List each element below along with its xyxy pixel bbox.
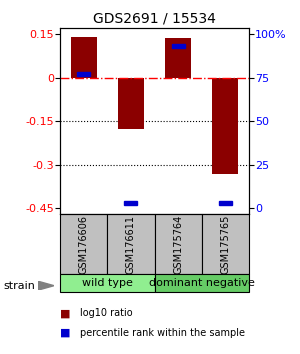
Bar <box>172 44 185 48</box>
Text: GSM176611: GSM176611 <box>126 215 136 274</box>
Text: GSM175764: GSM175764 <box>173 215 183 274</box>
Bar <box>212 78 238 173</box>
Bar <box>60 274 154 292</box>
Polygon shape <box>38 281 54 290</box>
Bar <box>219 201 232 205</box>
Bar <box>124 201 137 205</box>
Bar <box>202 214 249 274</box>
Text: dominant negative: dominant negative <box>149 278 255 288</box>
Text: GSM176606: GSM176606 <box>79 215 88 274</box>
Bar <box>70 37 97 78</box>
Bar <box>107 214 154 274</box>
Title: GDS2691 / 15534: GDS2691 / 15534 <box>93 12 216 26</box>
Bar <box>77 72 90 76</box>
Bar <box>165 39 191 78</box>
Text: log10 ratio: log10 ratio <box>80 308 132 318</box>
Bar <box>154 274 249 292</box>
Text: strain: strain <box>3 281 35 291</box>
Bar <box>60 214 107 274</box>
Text: GSM175765: GSM175765 <box>220 215 230 274</box>
Text: wild type: wild type <box>82 278 133 288</box>
Text: ■: ■ <box>60 308 70 318</box>
Bar <box>154 214 202 274</box>
Bar <box>118 78 144 129</box>
Text: ■: ■ <box>60 328 70 338</box>
Text: percentile rank within the sample: percentile rank within the sample <box>80 328 244 338</box>
